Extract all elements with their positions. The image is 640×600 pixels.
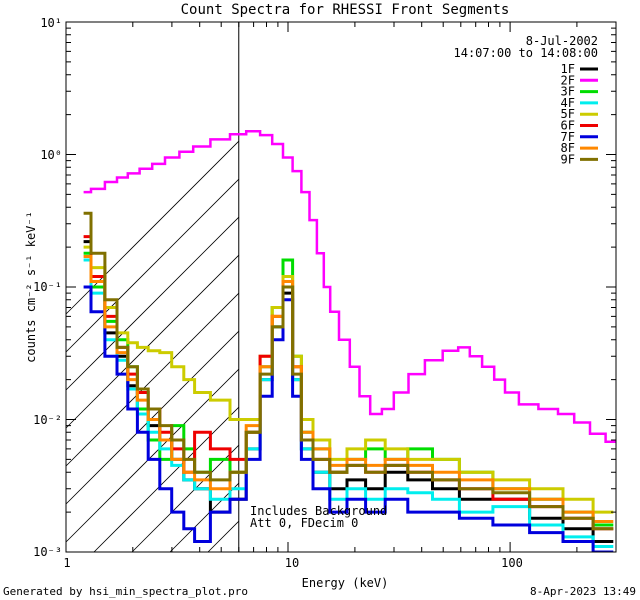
- series-9f: [83, 211, 614, 531]
- y-tick-label-1e1: 10¹: [40, 16, 62, 30]
- y-tick-label-1e-3: 10⁻³: [33, 545, 62, 559]
- series-2f: [83, 129, 616, 443]
- legend-label-2f: 2F: [561, 73, 575, 87]
- y-tick-label-1e-2: 10⁻²: [33, 413, 62, 427]
- y-tick-label-1e-1: 10⁻¹: [33, 280, 62, 294]
- legend-label-7f: 7F: [561, 130, 575, 144]
- legend-label-1f: 1F: [561, 62, 575, 76]
- x-axis-label: Energy (keV): [302, 576, 389, 590]
- y-tick-label-1e0: 10⁰: [40, 148, 62, 162]
- x-tick-label-100: 100: [501, 556, 523, 570]
- legend-label-6f: 6F: [561, 119, 575, 133]
- annotation-attenuator: Att 0, FDecim 0: [250, 516, 358, 530]
- hatch-lines: [65, 140, 240, 553]
- series-8f: [83, 255, 614, 523]
- time-range-label: 14:07:00 to 14:08:00: [454, 46, 599, 60]
- chart-title: Count Spectra for RHESSI Front Segments: [181, 2, 510, 18]
- legend-label-4f: 4F: [561, 96, 575, 110]
- series-layer: [83, 129, 616, 552]
- legend-label-9f: 9F: [561, 152, 575, 166]
- generated-by-label: Generated by hsi_min_spectra_plot.pro: [3, 585, 248, 598]
- legend-label-8f: 8F: [561, 141, 575, 155]
- timestamp-label: 8-Apr-2023 13:49: [530, 585, 636, 598]
- shaded-region: [65, 22, 240, 553]
- y-axis-label: counts cm⁻² s⁻¹ keV⁻¹: [24, 211, 38, 363]
- axis-ticks: [65, 22, 617, 553]
- tick-marks: [65, 22, 617, 553]
- series-5f: [83, 245, 614, 514]
- x-tick-label-10: 10: [285, 556, 299, 570]
- annotation-background: Includes Background: [250, 504, 387, 518]
- legend-label-3f: 3F: [561, 85, 575, 99]
- x-tick-label-1: 1: [63, 556, 70, 570]
- date-label: 8-Jul-2002: [526, 34, 598, 48]
- legend-label-5f: 5F: [561, 107, 575, 121]
